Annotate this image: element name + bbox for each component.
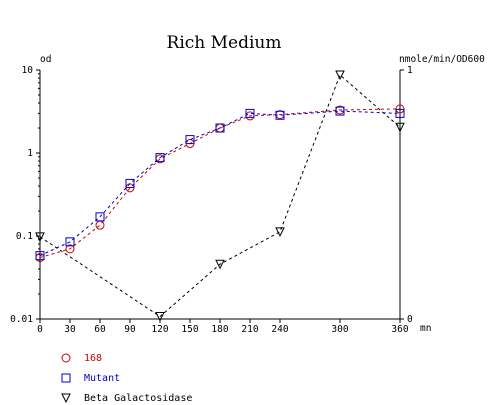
series-1 [35, 106, 405, 261]
data-point [35, 232, 45, 242]
series-layer [35, 70, 405, 322]
left-tick-label: 0.01 [10, 314, 33, 325]
data-point [65, 237, 75, 247]
x-tick-label: 240 [271, 324, 288, 335]
series-line [39, 74, 401, 318]
data-point [95, 212, 105, 222]
data-point [275, 227, 285, 237]
data-point [245, 108, 255, 118]
left-tick-label: 0.1 [16, 231, 33, 242]
legend-label: Mutant [84, 373, 120, 384]
left-tick-label: 10 [22, 65, 34, 76]
data-point [215, 123, 225, 133]
x-tick-label: 60 [94, 324, 106, 335]
x-tick-label: 0 [37, 324, 43, 335]
data-point [395, 122, 405, 133]
data-point [335, 106, 345, 116]
data-point [65, 244, 75, 254]
left-tick-label: 1 [27, 148, 33, 159]
legend-label: 168 [84, 353, 102, 364]
data-point [395, 108, 405, 118]
series-line [39, 110, 401, 257]
x-tick-label: 90 [124, 324, 136, 335]
right-axis-label: nmole/min/OD600 [399, 54, 485, 65]
left-axis-label: od [40, 54, 51, 65]
x-tick-label: 360 [391, 324, 408, 335]
data-point [125, 178, 135, 188]
x-tick-label: 30 [64, 324, 76, 335]
right-tick-label: 1 [407, 65, 413, 76]
data-point [215, 259, 225, 270]
x-tick-label: 180 [211, 324, 228, 335]
data-point [35, 251, 45, 261]
data-point [335, 70, 345, 81]
series-2 [35, 70, 405, 322]
legend-item: Mutant [61, 373, 120, 384]
legend: 168 Mutant Beta Galactosidase [61, 353, 192, 404]
x-axis-unit: mn [420, 323, 431, 334]
data-point [275, 110, 285, 120]
x-tick-label: 120 [151, 324, 168, 335]
data-point [185, 135, 195, 145]
legend-marker [61, 373, 71, 383]
x-tick-label: 150 [181, 324, 198, 335]
x-tick-label: 210 [241, 324, 258, 335]
data-point [395, 104, 405, 114]
data-point [95, 220, 105, 230]
x-tick-label: 300 [331, 324, 348, 335]
legend-item: Beta Galactosidase [61, 393, 192, 404]
legend-label: Beta Galactosidase [84, 393, 192, 404]
chart-title: Rich Medium [167, 33, 282, 53]
legend-item: 168 [61, 353, 102, 364]
legend-marker [61, 353, 71, 363]
right-tick-label: 0 [407, 314, 413, 325]
legend-marker [61, 393, 71, 404]
data-point [155, 312, 165, 322]
series-line [39, 108, 401, 259]
data-point [155, 153, 165, 163]
